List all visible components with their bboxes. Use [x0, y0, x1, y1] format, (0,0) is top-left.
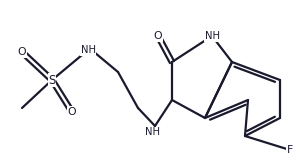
Text: O: O — [154, 31, 162, 41]
Text: F: F — [287, 145, 293, 155]
Text: NH: NH — [80, 45, 95, 55]
Text: O: O — [68, 107, 76, 117]
Text: NH: NH — [204, 31, 220, 41]
Text: O: O — [18, 47, 26, 57]
Text: NH: NH — [146, 127, 161, 137]
Text: S: S — [48, 74, 56, 86]
